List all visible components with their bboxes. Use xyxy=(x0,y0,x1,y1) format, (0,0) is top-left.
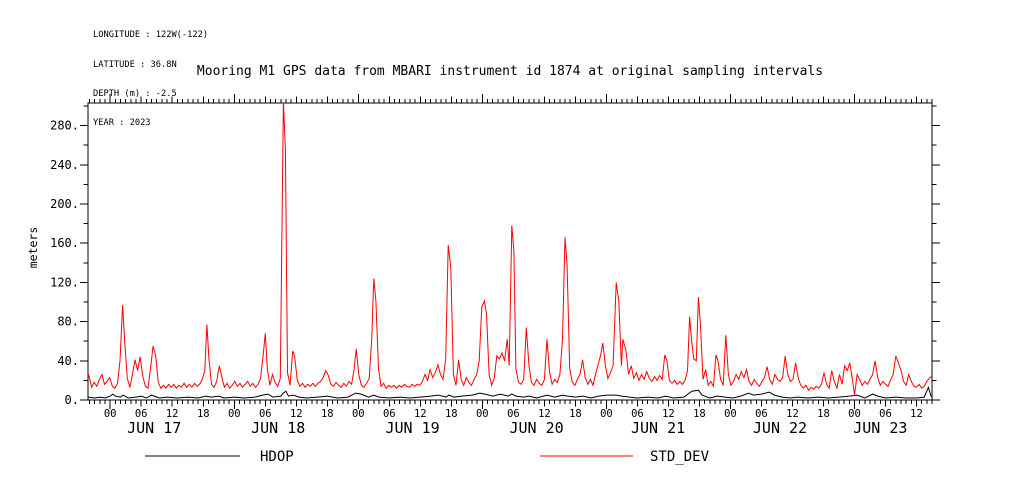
x-axis-hour-label: 12 xyxy=(910,408,923,420)
latitude-line: LATITUDE : 36.8N xyxy=(93,59,177,70)
x-axis-hour-label: 00 xyxy=(104,408,117,420)
y-axis-title: meters xyxy=(26,227,40,269)
x-axis-hour-label: 00 xyxy=(228,408,241,420)
x-axis-date-label: JUN 21 xyxy=(631,419,685,437)
hdop-line xyxy=(88,385,932,399)
x-axis-date-label: JUN 18 xyxy=(251,419,305,437)
plot-frame xyxy=(87,102,933,401)
y-axis-tick-label: 0. xyxy=(65,393,79,407)
x-axis-hour-label: 18 xyxy=(321,408,334,420)
y-axis-tick-label: 40. xyxy=(57,354,79,368)
x-axis-date-label: JUN 19 xyxy=(386,419,440,437)
x-axis-hour-label: 06 xyxy=(259,408,272,420)
x-axis-hour-label: 18 xyxy=(569,408,582,420)
stddev-line xyxy=(88,103,932,396)
x-axis-hour-label: 12 xyxy=(662,408,675,420)
x-axis-hour-label: 12 xyxy=(166,408,179,420)
legend-std_dev-label: STD_DEV xyxy=(650,449,710,465)
x-axis-date-label: JUN 22 xyxy=(753,419,807,437)
depth-line: DEPTH (m) : -2.5 xyxy=(93,88,177,99)
y-axis-tick-label: 240. xyxy=(50,158,79,172)
x-axis-hour-label: 12 xyxy=(786,408,799,420)
x-axis-hour-label: 00 xyxy=(352,408,365,420)
x-axis-hour-label: 00 xyxy=(848,408,861,420)
legend-hdop-label: HDOP xyxy=(260,449,294,465)
x-axis-hour-label: 18 xyxy=(445,408,458,420)
x-axis-hour-label: 00 xyxy=(600,408,613,420)
x-axis-hour-label: 12 xyxy=(414,408,427,420)
y-axis-tick-label: 80. xyxy=(57,315,79,329)
year-line: YEAR : 2023 xyxy=(93,117,151,128)
x-axis-hour-label: 00 xyxy=(724,408,737,420)
x-axis-hour-label: 06 xyxy=(879,408,892,420)
x-axis-hour-label: 06 xyxy=(135,408,148,420)
x-axis-hour-label: 00 xyxy=(476,408,489,420)
y-axis-tick-label: 280. xyxy=(50,119,79,133)
x-axis-hour-label: 06 xyxy=(383,408,396,420)
longitude-line: LONGITUDE : 122W(-122) xyxy=(93,30,209,41)
chart-title: Mooring M1 GPS data from MBARI instrumen… xyxy=(196,64,824,79)
metadata-block: LONGITUDE : 122W(-122) LATITUDE : 36.8N … xyxy=(93,12,208,148)
x-axis-hour-label: 06 xyxy=(631,408,644,420)
x-axis-hour-label: 18 xyxy=(817,408,830,420)
x-axis-hour-label: 06 xyxy=(507,408,520,420)
x-axis-hour-label: 12 xyxy=(538,408,551,420)
y-axis-tick-label: 200. xyxy=(50,197,79,211)
x-axis-date-label: JUN 23 xyxy=(853,419,907,437)
x-axis-hour-label: 06 xyxy=(755,408,768,420)
x-axis-hour-label: 18 xyxy=(693,408,706,420)
x-axis-date-label: JUN 17 xyxy=(127,419,181,437)
x-axis-hour-label: 18 xyxy=(197,408,210,420)
x-axis-hour-label: 12 xyxy=(290,408,303,420)
y-axis-tick-label: 160. xyxy=(50,236,79,250)
y-axis-tick-label: 120. xyxy=(50,275,79,289)
x-axis-date-label: JUN 20 xyxy=(510,419,564,437)
